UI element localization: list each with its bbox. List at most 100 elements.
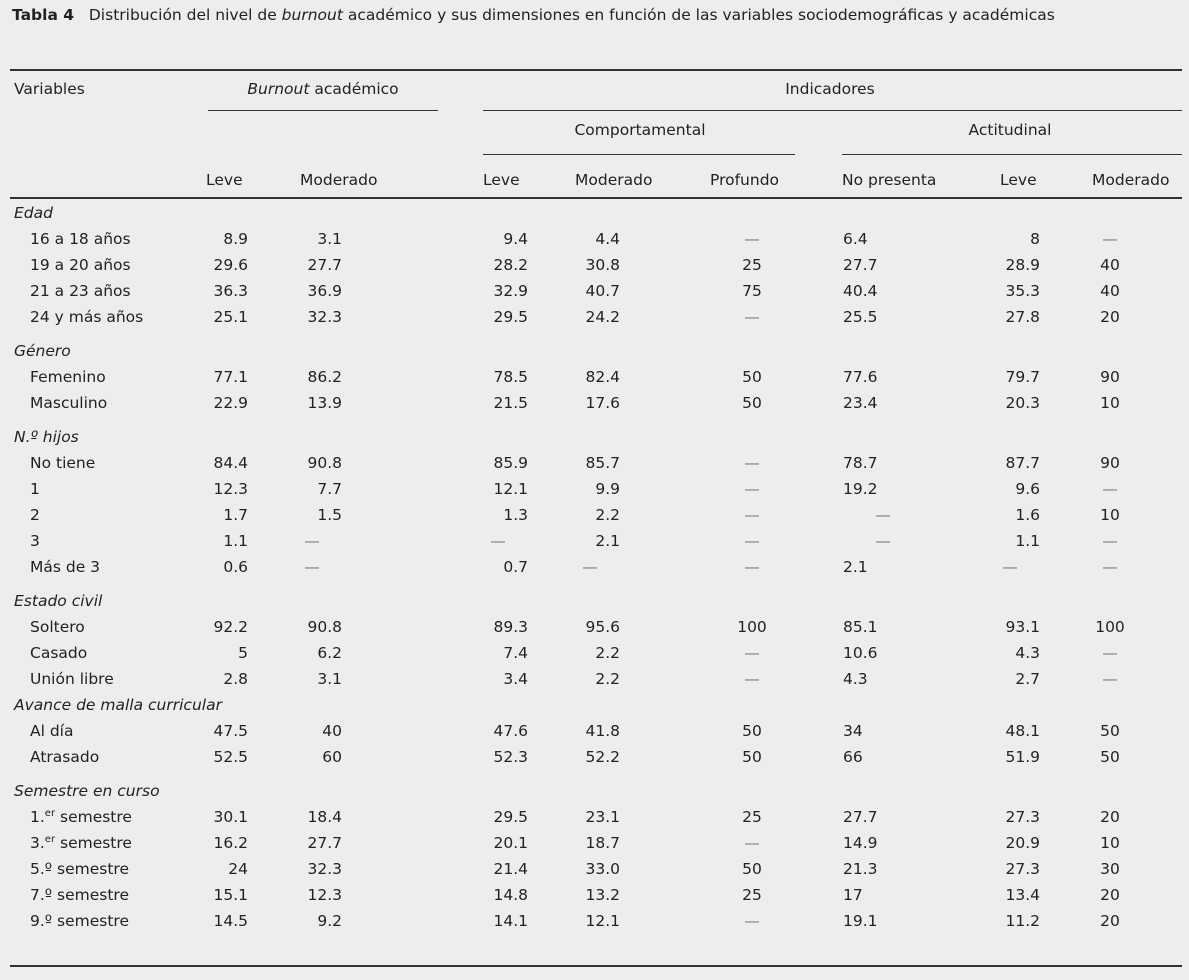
- table-cell: 79.7: [1005, 368, 1040, 386]
- table-cell: 15.1: [213, 886, 248, 904]
- caption-text-2: académico y sus dimensiones en función d…: [342, 6, 1055, 24]
- table-cell: 66: [843, 748, 863, 766]
- table-cell: —: [1102, 670, 1118, 688]
- row-label: 19 a 20 años: [30, 256, 131, 274]
- ordinal-superscript: er: [44, 807, 56, 819]
- header-burnout: Burnout académico: [247, 79, 398, 99]
- group-title: Avance de malla curricular: [14, 696, 222, 714]
- table-cell: 32.3: [307, 308, 342, 326]
- table-cell: 52.5: [213, 748, 248, 766]
- row-label: Más de 3: [30, 558, 101, 576]
- group-header: Avance de malla curricular: [0, 692, 1189, 718]
- table-cell: 10: [1100, 834, 1120, 852]
- table-cell: 18.4: [307, 808, 342, 826]
- table-cell: 52.2: [585, 748, 620, 766]
- table-cell: 41.8: [585, 722, 620, 740]
- table-cell: —: [1102, 644, 1118, 662]
- table-cell: 10.6: [843, 644, 878, 662]
- table-cell: 85.7: [585, 454, 620, 472]
- table-cell: 22.9: [213, 394, 248, 412]
- table-cell: 27.7: [843, 808, 878, 826]
- header-burnout-italic: Burnout: [247, 80, 310, 98]
- table-cell: —: [744, 670, 760, 688]
- table-cell: 1.3: [503, 506, 528, 524]
- table-cell: —: [304, 558, 320, 576]
- col-header: Moderado: [575, 171, 653, 189]
- group-title: Género: [14, 342, 71, 360]
- table-cell: 14.5: [213, 912, 248, 930]
- table-cell: 30: [1100, 860, 1120, 878]
- table-body: Edad 16 a 18 años 8.9 3.1 9.4 4.4 — 6.4 8 — 19 a 2…: [0, 200, 1189, 934]
- row-label: No tiene: [30, 454, 96, 472]
- table-cell: 24: [228, 860, 248, 878]
- actitudinal-rule: [842, 154, 1182, 155]
- table-cell: 30.8: [585, 256, 620, 274]
- table-cell: 3.1: [317, 670, 342, 688]
- table-cell: 14.8: [493, 886, 528, 904]
- row-label: 21 a 23 años: [30, 282, 131, 300]
- row-label: 24 y más años: [30, 308, 144, 326]
- table-cell: 25.1: [213, 308, 248, 326]
- group-title: Semestre en curso: [14, 782, 160, 800]
- table-cell: 23.4: [843, 394, 878, 412]
- table-cell: 9.2: [317, 912, 342, 930]
- table-cell: —: [744, 532, 760, 550]
- table-cell: 35.3: [1005, 282, 1040, 300]
- indicadores-rule: [483, 110, 1182, 111]
- table-cell: 12.3: [307, 886, 342, 904]
- group-title: N.º hijos: [14, 428, 79, 446]
- table-cell: —: [875, 532, 891, 550]
- table-row: 7.º semestre 15.1 12.3 14.8 13.2 25 17 13.4 20: [0, 882, 1189, 908]
- table-cell: 50: [742, 722, 762, 740]
- table-cell: —: [744, 308, 760, 326]
- table-cell: 95.6: [585, 618, 620, 636]
- table-cell: 14.1: [493, 912, 528, 930]
- table-cell: 29.6: [213, 256, 248, 274]
- row-label: Unión libre: [30, 670, 114, 688]
- table-cell: 36.9: [307, 282, 342, 300]
- table-row: Femenino 77.1 86.2 78.5 82.4 50 77.6 79.7 90: [0, 364, 1189, 390]
- table-cell: 2.2: [595, 644, 620, 662]
- caption-text-1: Distribución del nivel de: [88, 6, 282, 24]
- table-cell: 13.4: [1005, 886, 1040, 904]
- table-cell: —: [1102, 230, 1118, 248]
- table-cell: 36.3: [213, 282, 248, 300]
- table-row: Al día 47.5 40 47.6 41.8 50 34 48.1 50: [0, 718, 1189, 744]
- table-cell: 1.1: [1015, 532, 1040, 550]
- table-cell: 50: [1100, 748, 1120, 766]
- table-cell: 12.1: [585, 912, 620, 930]
- table-row: 24 y más años 25.1 32.3 29.5 24.2 — 25.5 27.8 20: [0, 304, 1189, 330]
- table-cell: 21.3: [843, 860, 878, 878]
- row-label: 16 a 18 años: [30, 230, 131, 248]
- table-cell: 1.5: [317, 506, 342, 524]
- table-cell: 47.6: [493, 722, 528, 740]
- header-variables: Variables: [14, 80, 85, 98]
- table-cell: 32.9: [493, 282, 528, 300]
- table-caption: Tabla 4 Distribución del nivel de burnou…: [12, 4, 1182, 26]
- table-cell: 30.1: [213, 808, 248, 826]
- table-cell: 29.5: [493, 808, 528, 826]
- table-cell: 27.3: [1005, 860, 1040, 878]
- table-cell: 40.4: [843, 282, 878, 300]
- col-header: Leve: [483, 171, 520, 189]
- table-cell: 7.4: [503, 644, 528, 662]
- table-cell: 20.9: [1005, 834, 1040, 852]
- table-cell: 0.6: [223, 558, 248, 576]
- table-cell: 77.1: [213, 368, 248, 386]
- table-cell: 50: [742, 368, 762, 386]
- table-cell: 7.7: [317, 480, 342, 498]
- table-cell: 9.9: [595, 480, 620, 498]
- table-cell: 25: [742, 886, 762, 904]
- table-cell: 60: [322, 748, 342, 766]
- group-title: Edad: [14, 204, 53, 222]
- table-cell: 0.7: [503, 558, 528, 576]
- table-cell: 92.2: [213, 618, 248, 636]
- table-cell: 12.3: [213, 480, 248, 498]
- table-cell: 25: [742, 256, 762, 274]
- table-cell: —: [875, 506, 891, 524]
- table-cell: 13.9: [307, 394, 342, 412]
- table-cell: 17: [843, 886, 863, 904]
- row-label: Atrasado: [30, 748, 100, 766]
- table-cell: 12.1: [493, 480, 528, 498]
- table-cell: 19.2: [843, 480, 878, 498]
